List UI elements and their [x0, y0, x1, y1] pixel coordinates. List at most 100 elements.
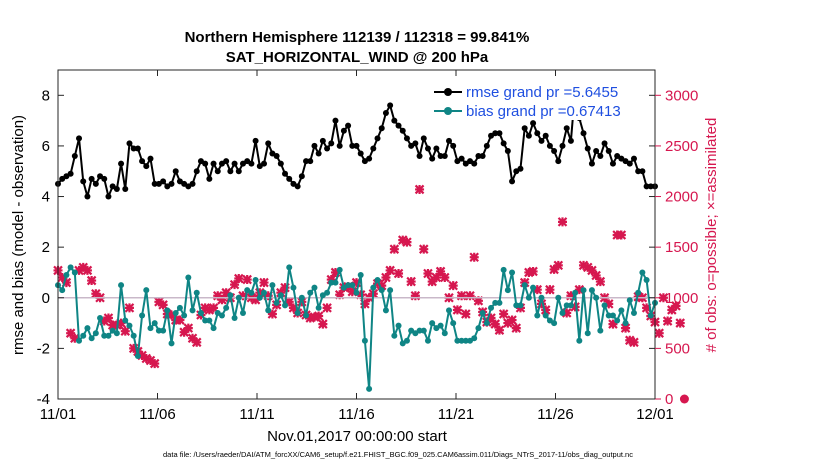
- obs-marker: [385, 265, 395, 276]
- rmse-point: [584, 145, 591, 152]
- rmse-point: [500, 140, 507, 147]
- x-axis: 11/01 11/06 11/11 11/16 11/21 11/26 12/01: [40, 70, 674, 423]
- rmse-point: [559, 142, 566, 149]
- obs-marker: [620, 323, 631, 333]
- obs-marker-cross: [280, 282, 290, 293]
- bias-point: [143, 287, 150, 294]
- obs-marker: [250, 295, 261, 305]
- bias-point: [97, 315, 104, 322]
- bias-point: [588, 287, 595, 294]
- obs-marker: [435, 266, 446, 277]
- obs-marker-cross: [620, 323, 631, 333]
- obs-marker: [414, 184, 425, 195]
- right-tick-label: 1000: [665, 290, 698, 307]
- x-tick-label: 11/16: [338, 406, 374, 423]
- obs-marker: [532, 284, 543, 295]
- obs-marker: [574, 284, 585, 295]
- rmse-point: [84, 193, 91, 200]
- left-tick-label: -4: [37, 391, 50, 408]
- bias-point: [387, 287, 394, 294]
- rmse-point: [639, 168, 646, 175]
- obs-marker-cross: [654, 328, 664, 338]
- rmse-point: [206, 175, 213, 182]
- obs-marker-cross: [175, 315, 185, 325]
- bias-point: [130, 332, 137, 339]
- obs-marker: [351, 277, 362, 288]
- bias-point: [483, 320, 490, 327]
- bias-point: [71, 269, 78, 276]
- left-tick-label: 0: [42, 290, 50, 307]
- obs-marker-cross: [347, 286, 358, 297]
- obs-marker: [641, 303, 652, 313]
- bias-point: [265, 307, 272, 314]
- right-tick-label: 3000: [665, 87, 698, 104]
- obs-marker-cross: [238, 290, 248, 301]
- rmse-point: [298, 173, 305, 180]
- rmse-point: [433, 145, 440, 152]
- rmse-point: [345, 122, 352, 129]
- bias-point: [496, 299, 503, 306]
- bias-point: [429, 320, 436, 327]
- rmse-point: [223, 158, 230, 165]
- obs-marker: [238, 290, 248, 301]
- right-tick-label: 2500: [665, 138, 698, 155]
- rmse-point: [261, 160, 268, 167]
- bias-point: [67, 264, 74, 271]
- rmse-point: [416, 153, 423, 160]
- bias-point: [197, 309, 204, 316]
- obs-marker: [166, 310, 177, 320]
- obs-marker-cross: [658, 292, 669, 303]
- obs-marker: [469, 252, 479, 263]
- bias-point: [441, 330, 448, 337]
- obs-marker-cross: [511, 323, 522, 333]
- rmse-point: [504, 147, 511, 154]
- obs-marker: [389, 244, 400, 254]
- rmse-point: [315, 150, 322, 157]
- bias-point: [504, 287, 511, 294]
- obs-marker: [263, 290, 273, 301]
- obs-marker: [402, 237, 412, 247]
- bias-point: [479, 309, 486, 316]
- rmse-point: [311, 142, 318, 149]
- bias-point: [298, 294, 305, 301]
- obs-marker: [566, 290, 576, 301]
- obs-marker: [326, 274, 337, 285]
- rmse-point: [555, 158, 562, 165]
- obs-marker: [440, 272, 450, 283]
- obs-marker: [61, 277, 72, 288]
- rmse-point: [88, 175, 95, 182]
- bias-point: [88, 335, 95, 342]
- bias-point: [395, 322, 402, 329]
- rmse-point: [605, 147, 612, 154]
- obs-marker-cross: [440, 272, 450, 283]
- bias-point: [542, 312, 549, 319]
- bias-point: [361, 337, 368, 344]
- legend-bias-marker: [444, 107, 452, 115]
- bias-point: [378, 287, 385, 294]
- rmse-point: [424, 145, 431, 152]
- rmse-point: [445, 137, 452, 144]
- obs-marker: [57, 272, 67, 283]
- bias-point: [134, 352, 141, 359]
- rmse-point: [265, 140, 272, 147]
- obs-marker: [528, 266, 538, 277]
- obs-marker: [675, 318, 686, 328]
- rmse-point: [139, 158, 146, 165]
- bias-point: [210, 325, 217, 332]
- rmse-point: [643, 183, 650, 190]
- obs-marker-cross: [427, 276, 437, 287]
- rmse-point: [210, 160, 217, 167]
- obs-marker-cross: [578, 260, 589, 271]
- obs-marker-cross: [452, 305, 463, 315]
- bias-point: [261, 289, 268, 296]
- bias-point: [391, 332, 398, 339]
- bias-point: [517, 302, 524, 309]
- rmse-point: [319, 137, 326, 144]
- obs-marker-cross: [561, 308, 572, 318]
- bias-point: [185, 274, 192, 281]
- bias-point: [353, 289, 360, 296]
- obs-marker: [448, 280, 458, 291]
- rmse-point: [429, 155, 436, 162]
- bias-point: [160, 327, 167, 334]
- bias-point: [580, 287, 587, 294]
